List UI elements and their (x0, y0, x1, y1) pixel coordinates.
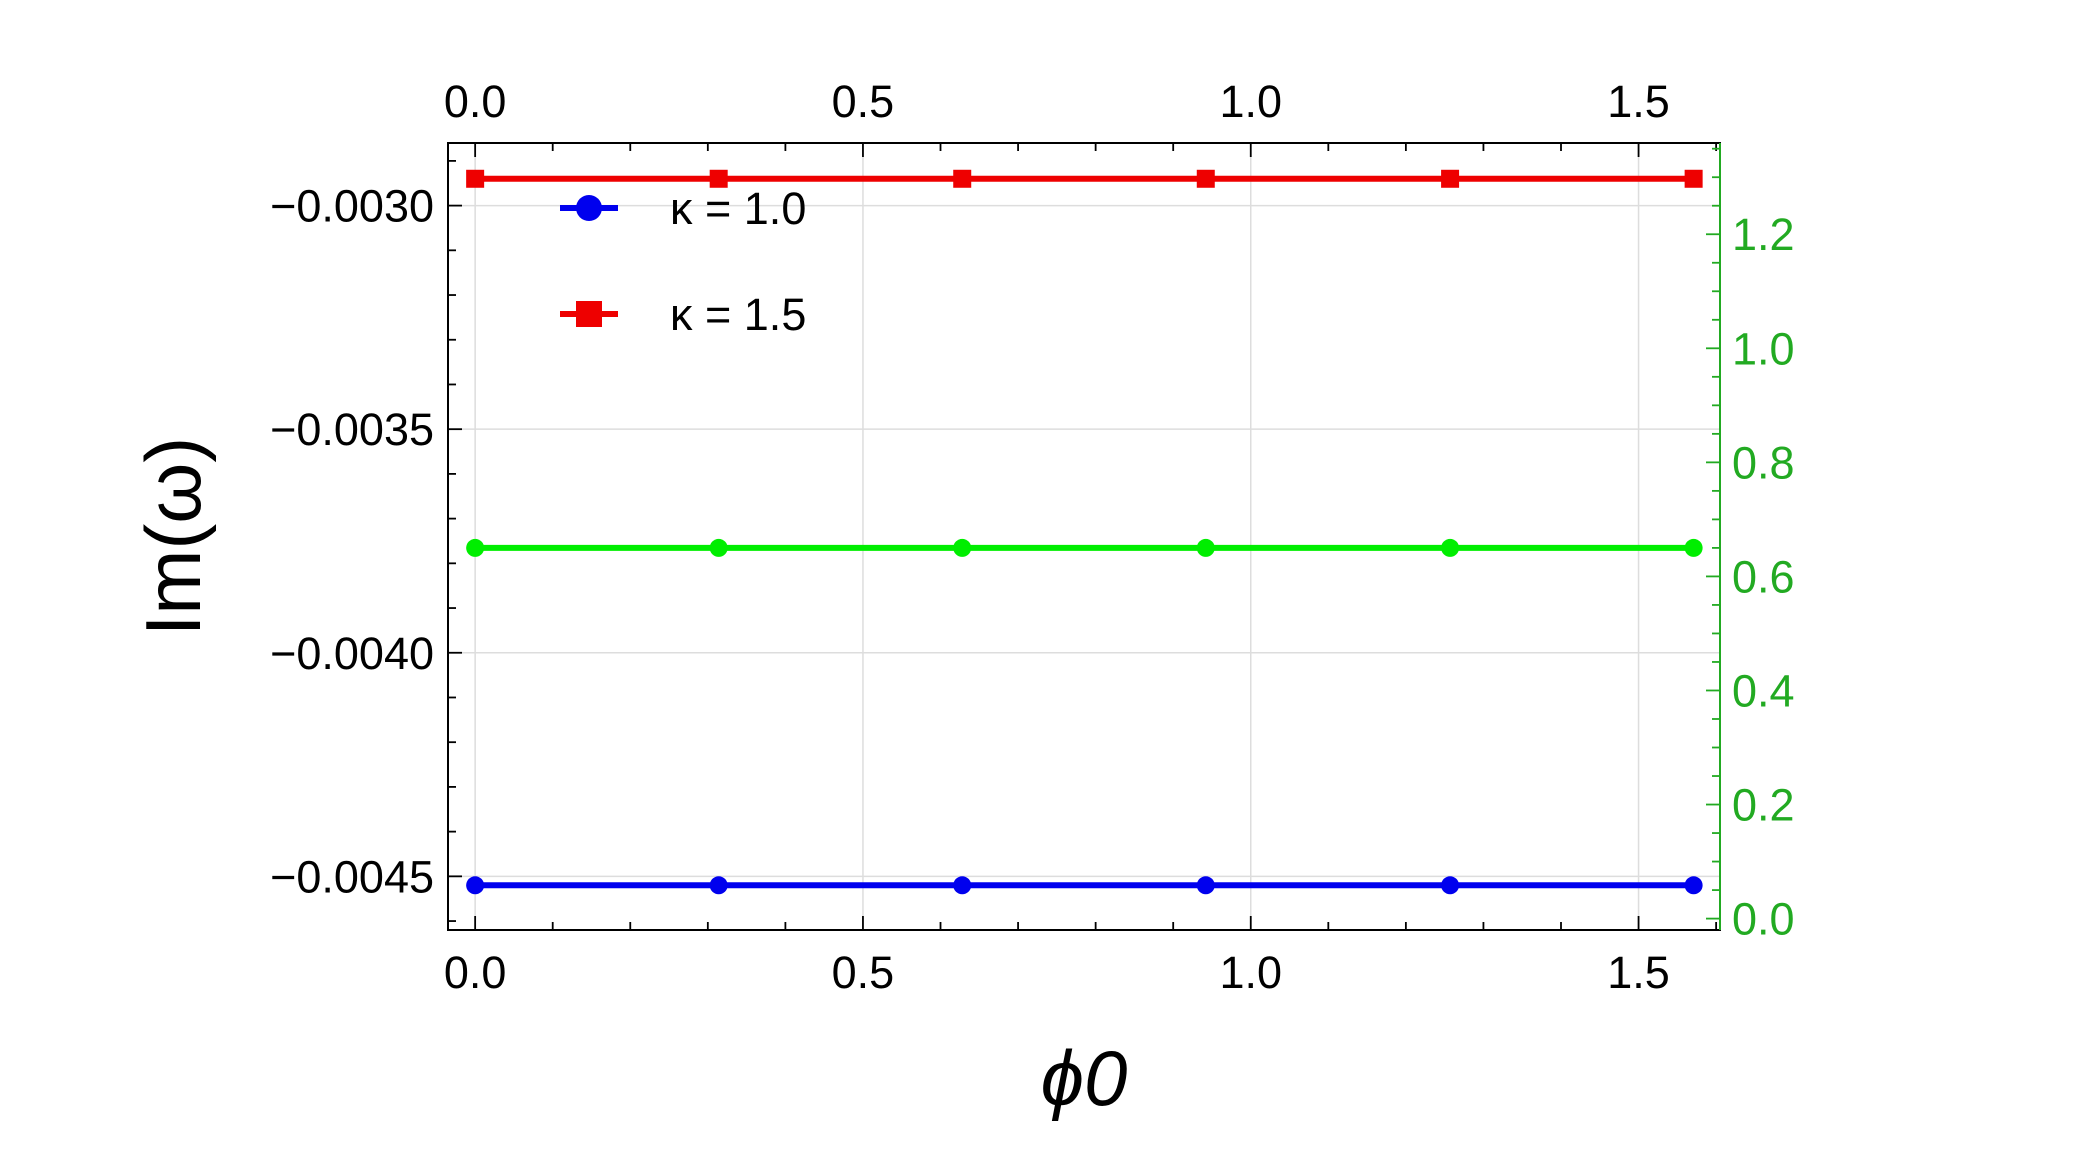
grid (448, 143, 1720, 930)
series-0-point (466, 876, 485, 895)
y2-tick-label: 0.8 (1732, 437, 1795, 488)
y2-tick-label: 0.2 (1732, 780, 1795, 831)
x-tick-label: 1.0 (1219, 947, 1282, 998)
x-tick-label: 0.5 (832, 947, 895, 998)
y-axis-title: Im(ω) (129, 437, 217, 637)
series-2-point (709, 538, 728, 557)
series-2-point (953, 538, 972, 557)
y-tick-label: −0.0045 (270, 851, 434, 902)
series-1-point (466, 169, 485, 188)
x-axis-title: ϕ0 (1041, 1034, 1128, 1122)
x-top-tick-label: 0.0 (444, 76, 507, 127)
plot-frame (447, 142, 1721, 931)
legend: κ = 1.0 κ = 1.5 (560, 183, 806, 340)
series-2-point (1441, 538, 1460, 557)
series-0-point (953, 876, 972, 895)
legend-marker (576, 195, 602, 221)
y2-tick-label: 0.0 (1732, 894, 1795, 945)
series-layer (466, 169, 1703, 895)
series-0-point (1196, 876, 1215, 895)
series-0-point (1684, 876, 1703, 895)
x-tick-label: 1.5 (1607, 947, 1670, 998)
series-1-point (1196, 169, 1215, 188)
x-axis-top: 0.0 0.5 1.0 1.5 (444, 76, 1718, 157)
x-top-tick-label: 1.0 (1219, 76, 1282, 127)
y-axis-right: 0.0 0.2 0.4 0.6 0.8 1.0 1.2 (1706, 143, 1795, 945)
series-0-point (709, 876, 728, 895)
y2-tick-label: 0.4 (1732, 665, 1795, 716)
legend-label: κ = 1.0 (670, 183, 806, 234)
y-axis-left: −0.0030 −0.0035 −0.0040 −0.0045 (270, 159, 462, 922)
series-1-point (1441, 169, 1460, 188)
series-2-point (1684, 538, 1703, 557)
series-2-point (466, 538, 485, 557)
x-top-tick-label: 0.5 (832, 76, 895, 127)
y2-tick-label: 1.2 (1732, 209, 1795, 260)
y2-tick-label: 1.0 (1732, 323, 1795, 374)
x-tick-label: 0.0 (444, 947, 507, 998)
x-top-tick-label: 1.5 (1607, 76, 1670, 127)
series-1-point (953, 169, 972, 188)
legend-marker (576, 301, 602, 327)
y2-tick-label: 0.6 (1732, 551, 1795, 602)
legend-label: κ = 1.5 (670, 289, 806, 340)
y-tick-label: −0.0035 (270, 404, 434, 455)
series-1-point (709, 169, 728, 188)
x-axis-bottom: 0.0 0.5 1.0 1.5 (444, 916, 1718, 998)
series-1-point (1684, 169, 1703, 188)
y-tick-label: −0.0030 (270, 181, 434, 232)
series-2-point (1196, 538, 1215, 557)
series-0-point (1441, 876, 1460, 895)
y-tick-label: −0.0040 (270, 628, 434, 679)
